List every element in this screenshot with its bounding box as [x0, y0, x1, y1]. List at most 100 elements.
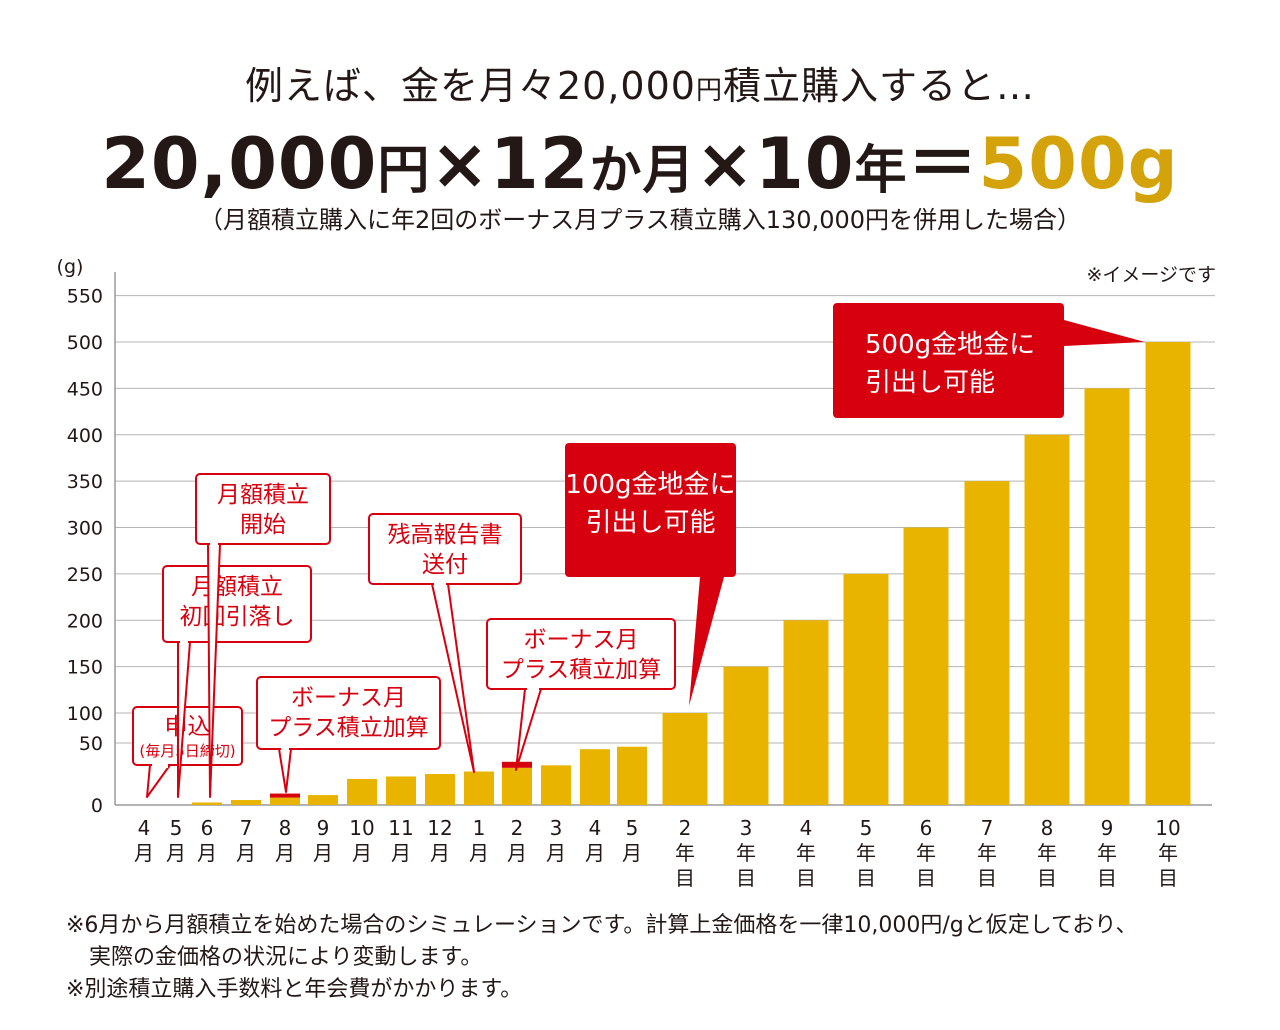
callout-box — [162, 565, 312, 643]
callout-text: 申込 — [165, 714, 211, 740]
x-tick-label: 目 — [796, 866, 816, 890]
x-tick-label: 月 — [197, 841, 217, 865]
x-tick-label: 月 — [166, 841, 186, 865]
y-tick-label: 200 — [67, 610, 103, 632]
formula-month-unit: か月 — [589, 141, 696, 201]
callout-pointer — [1064, 320, 1145, 346]
bar — [723, 666, 769, 805]
x-tick-label: 6 — [920, 816, 933, 840]
footnote-2: 実際の金価格の状況により変動します。 — [89, 945, 483, 970]
x-tick-label: 月 — [430, 841, 450, 865]
callout-text: 残高報告書 — [388, 522, 503, 548]
x-tick-label: 目 — [675, 866, 695, 890]
x-tick-label: 4 — [589, 816, 602, 840]
y-tick-label: 300 — [67, 518, 103, 540]
callout-pointer — [146, 764, 171, 798]
x-tick-label: 月 — [352, 841, 372, 865]
bar — [580, 749, 610, 805]
bar — [1084, 388, 1130, 805]
x-tick-label: 8 — [1041, 816, 1054, 840]
formula-yen: 円 — [377, 141, 431, 201]
callout-text: プラス積立加算 — [501, 657, 662, 683]
x-tick-label: 6 — [201, 816, 214, 840]
callout-text: 引出し可能 — [585, 508, 715, 538]
callout-pointer — [278, 748, 292, 793]
callout-text: 送付 — [422, 552, 468, 578]
y-axis-unit: (g) — [57, 256, 84, 278]
callout-seam — [281, 746, 289, 752]
callout-seam — [527, 686, 539, 692]
y-tick-label: 50 — [79, 733, 103, 755]
bar — [425, 774, 455, 805]
x-tick-label: 2 — [511, 816, 524, 840]
bar — [231, 800, 261, 805]
callout-text: 引出し可能 — [865, 368, 995, 398]
footnote-1: ※6月から月額積立を始めた場合のシミュレーションです。計算上金価格を一律10,0… — [66, 913, 1138, 938]
bar — [270, 797, 300, 805]
intro-text-1: 例えば、金を月々20,000 — [245, 64, 696, 108]
y-tick-label: 100 — [67, 703, 103, 725]
callout-seam — [702, 574, 722, 580]
x-tick-label: 4 — [138, 816, 151, 840]
bar — [662, 713, 708, 805]
callout-box — [486, 618, 676, 690]
bar — [1024, 434, 1070, 805]
callout-box — [132, 706, 243, 766]
callout-seam — [210, 541, 218, 547]
y-tick-label: 550 — [67, 286, 103, 308]
callout-text: プラス積立加算 — [268, 715, 429, 741]
x-tick-label: 11 — [388, 816, 413, 840]
bar — [964, 481, 1010, 805]
callout-text: 月額積立 — [191, 574, 283, 600]
x-tick-label: 8 — [279, 816, 292, 840]
x-tick-label: 年 — [1037, 841, 1057, 865]
callout-text: 初回引落し — [180, 604, 295, 630]
x-tick-label: 年 — [1097, 841, 1117, 865]
formula-equals: ＝ — [907, 123, 979, 205]
x-tick-label: 月 — [469, 841, 489, 865]
x-tick-label: 目 — [1037, 866, 1057, 890]
callout-subtext: (毎月5日締切) — [139, 742, 235, 760]
subtitle: （月額積立購入に年2回のボーナス月プラス積立購入130,000円を併用した場合） — [198, 206, 1082, 234]
callout-text: ボーナス月 — [291, 685, 406, 711]
bar — [502, 767, 532, 805]
callout-box — [256, 676, 441, 750]
y-tick-label: 500 — [67, 332, 103, 354]
callout-pointer — [689, 577, 724, 706]
callout-text: ボーナス月 — [524, 627, 639, 653]
x-tick-label: 目 — [916, 866, 936, 890]
y-tick-label: 450 — [67, 378, 103, 400]
bar — [464, 771, 494, 805]
x-tick-label: 5 — [626, 816, 639, 840]
x-tick-label: 月 — [275, 841, 295, 865]
image-note: ※イメージです — [1086, 264, 1216, 286]
x-tick-label: 年 — [856, 841, 876, 865]
x-tick-label: 月 — [134, 841, 154, 865]
callout-box — [195, 473, 331, 545]
x-tick-label: 月 — [507, 841, 527, 865]
formula-heading: 20,000円×12か月×10年＝500g — [0, 108, 1280, 209]
x-tick-label: 3 — [740, 816, 753, 840]
bonus-segment — [270, 793, 300, 798]
x-tick-label: 10 — [1155, 816, 1180, 840]
x-tick-label: 月 — [585, 841, 605, 865]
x-tick-label: 年 — [916, 841, 936, 865]
x-tick-label: 月 — [622, 841, 642, 865]
x-tick-label: 5 — [170, 816, 183, 840]
y-tick-label: 0 — [91, 795, 103, 817]
bar — [192, 802, 222, 805]
x-tick-label: 7 — [240, 816, 253, 840]
x-tick-label: 4 — [800, 816, 813, 840]
intro-heading: 例えば、金を月々20,000円積立購入すると… — [0, 55, 1280, 110]
bar — [617, 746, 647, 805]
formula-amount: 20,000 — [101, 123, 378, 205]
x-tick-label: 年 — [796, 841, 816, 865]
callout-pointer — [515, 688, 542, 771]
intro-yen: 円 — [695, 76, 723, 106]
callout-text: 100g金地金に — [565, 470, 735, 500]
callout-seam — [1061, 322, 1067, 344]
x-tick-label: 年 — [977, 841, 997, 865]
y-tick-label: 350 — [67, 471, 103, 493]
intro-text-2: 積立購入すると… — [722, 64, 1035, 108]
